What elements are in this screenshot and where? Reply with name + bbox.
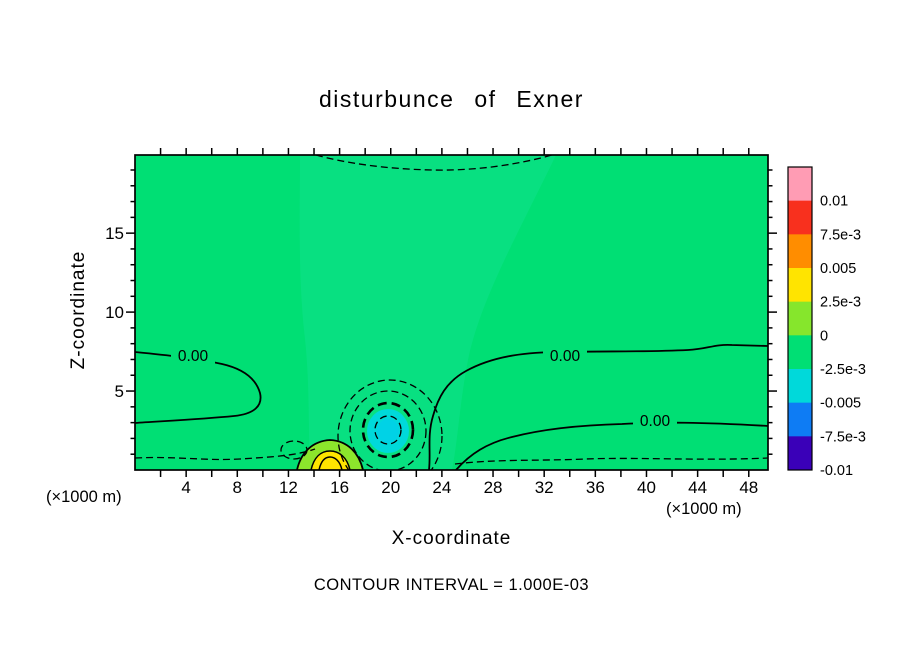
zero-contour-middle-right	[428, 343, 768, 470]
positive-contour-middle	[310, 450, 351, 470]
colorbar-labels: 0.01 7.5e-3 0.005 2.5e-3 0 -2.5e-3 -0.005 -7.5e…	[820, 194, 866, 479]
axis-ticks	[126, 148, 777, 477]
x-tick-label: 12	[279, 478, 298, 497]
contour-line-layer	[135, 155, 768, 470]
x-tick-label: 24	[432, 478, 451, 497]
x-tick-labels: 4 8 12 16 20 24 28 32 36 40 44 48	[181, 478, 758, 497]
colorbar-band	[788, 436, 812, 471]
colorbar-band	[788, 369, 812, 404]
x-tick-label: 4	[181, 478, 190, 497]
colorbar-level-label: -0.01	[820, 463, 853, 479]
colorbar-level-label: -2.5e-3	[820, 362, 866, 378]
z-tick-label: 5	[115, 382, 124, 401]
negative-contour-ring-2	[349, 390, 427, 470]
contour-interval-note: CONTOUR INTERVAL = 1.000E-03	[313, 576, 590, 594]
colorbar-level-label: 0.005	[820, 261, 856, 277]
contour-label-mask	[171, 348, 215, 364]
colorbar-band	[788, 234, 812, 269]
colorbar-band	[788, 335, 812, 370]
colorbar-band	[788, 167, 812, 202]
contour-label-mask	[543, 348, 587, 364]
field-central-column	[299, 155, 556, 470]
x-tick-label: 44	[688, 478, 707, 497]
positive-contour-inner	[318, 456, 343, 470]
x-tick-label: 48	[739, 478, 758, 497]
z-tick-label: 10	[105, 303, 124, 322]
colorbar-level-label: 7.5e-3	[820, 227, 861, 243]
negative-contour-ring-4	[374, 415, 402, 445]
contour-label-mask	[633, 413, 677, 429]
x-tick-label: 40	[637, 478, 656, 497]
contour-label-middle-right: 0.00	[543, 348, 587, 365]
negative-contour-ring-1	[337, 379, 443, 470]
colorbar-band	[788, 200, 812, 235]
x-tick-label: 36	[586, 478, 605, 497]
x-tick-label: 8	[233, 478, 242, 497]
contour-label-lower-right: 0.00	[633, 413, 677, 430]
negative-contour-ring-3	[361, 401, 415, 459]
x-tick-label: 28	[484, 478, 503, 497]
negative-contour-bottom-right	[454, 457, 768, 465]
contour-label-left: 0.00	[171, 348, 215, 365]
colorbar-level-label: -7.5e-3	[820, 429, 866, 445]
colorbar-level-label: 2.5e-3	[820, 295, 861, 311]
colorbar-level-label: 0	[820, 328, 828, 344]
colorbar-band	[788, 402, 812, 437]
contour-label-text: 0.00	[550, 348, 581, 365]
colorbar-border	[787, 166, 813, 471]
colorbar-level-label: -0.005	[820, 396, 861, 412]
negative-contour-pocket	[280, 440, 308, 460]
contour-label-text: 0.00	[178, 348, 209, 365]
contour-label-text: 0.00	[640, 413, 671, 430]
zero-contour-lower-right	[455, 421, 768, 470]
x-axis-unit-right: (×1000 m)	[666, 500, 742, 518]
x-axis-label: X-coordinate	[391, 528, 512, 549]
positive-contour-outer	[296, 439, 364, 470]
x-axis-unit-left: (×1000 m)	[46, 488, 122, 506]
x-tick-label: 32	[535, 478, 554, 497]
z-tick-labels: 5 10 15	[105, 224, 124, 401]
negative-anomaly-core-fill	[377, 419, 399, 443]
colorbar-band	[788, 268, 812, 303]
x-tick-label: 16	[330, 478, 349, 497]
negative-contour-bottom-left	[135, 448, 316, 461]
chart-title: disturbunce of Exner	[319, 86, 584, 112]
colorbar-level-label: 0.01	[820, 194, 848, 210]
colorbar-band	[788, 301, 812, 336]
z-tick-label: 15	[105, 224, 124, 243]
colorbar	[787, 166, 813, 471]
x-tick-label: 20	[381, 478, 400, 497]
